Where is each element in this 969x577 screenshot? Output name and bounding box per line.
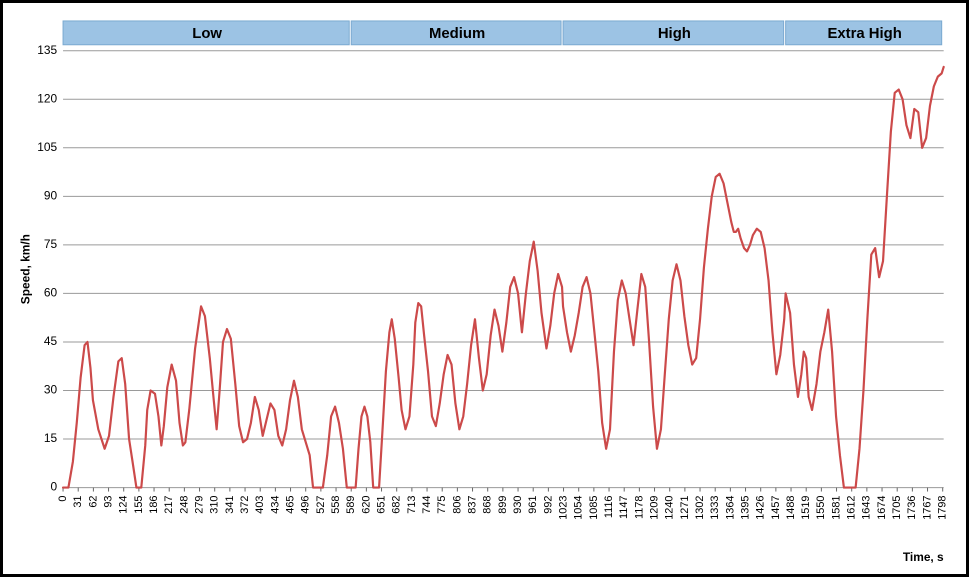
y-tick-label: 15 <box>44 431 58 445</box>
phase-label: Medium <box>429 26 485 42</box>
x-tick-label: 806 <box>451 496 463 514</box>
x-tick-label: 155 <box>133 496 145 514</box>
x-tick-label: 682 <box>391 496 403 514</box>
x-tick-label: 1488 <box>785 496 797 520</box>
y-tick-label: 60 <box>44 286 58 300</box>
speed-time-chart: Low Medium High Extra High 0 15 30 45 60 75 90 105 1… <box>15 13 954 566</box>
x-tick-label: 341 <box>224 496 236 514</box>
y-tick-label: 135 <box>37 43 57 57</box>
x-tick-label: 1519 <box>800 496 812 520</box>
phase-label: Low <box>192 26 222 42</box>
phase-label: High <box>658 26 691 42</box>
x-tick-label: 465 <box>284 496 296 514</box>
x-tick-label: 1302 <box>694 496 706 520</box>
x-tick-label: 961 <box>527 496 539 514</box>
y-axis-title: Speed, km/h <box>18 234 32 304</box>
x-tick-label: 0 <box>57 496 69 502</box>
x-tick-label: 1364 <box>724 496 736 520</box>
y-tick-label: 90 <box>44 188 58 202</box>
x-tick-label: 527 <box>315 496 327 514</box>
x-tick-label: 93 <box>102 496 114 508</box>
y-tick-label: 0 <box>50 480 57 494</box>
x-tick-label: 651 <box>375 496 387 514</box>
x-tick-label: 1271 <box>679 496 691 520</box>
x-tick-label: 837 <box>466 496 478 514</box>
x-tick-label: 1116 <box>603 496 615 519</box>
x-tick-label: 1736 <box>906 496 918 520</box>
x-tick-label: 186 <box>148 496 160 514</box>
x-tick-label: 713 <box>406 496 418 514</box>
x-tick-label: 403 <box>254 496 266 514</box>
x-tick-label: 372 <box>239 496 251 514</box>
x-tick-label: 589 <box>345 496 357 514</box>
y-tick-label: 105 <box>37 140 57 154</box>
x-tick-label: 1426 <box>755 496 767 520</box>
phase-label: Extra High <box>827 26 901 42</box>
x-tick-label: 1054 <box>573 496 585 520</box>
speed-line <box>63 67 944 488</box>
x-tick-label: 1085 <box>588 496 600 520</box>
x-axis-title: Time, s <box>903 550 944 564</box>
x-tick-label: 775 <box>436 496 448 514</box>
y-tick-label: 120 <box>37 91 57 105</box>
x-tick-label: 744 <box>421 496 433 514</box>
y-tick-label: 75 <box>44 237 58 251</box>
x-tick-label: 899 <box>497 496 509 514</box>
y-tick-label: 30 <box>44 383 58 397</box>
x-tick-label: 1457 <box>770 496 782 520</box>
x-tick-label: 1705 <box>891 496 903 520</box>
x-tick-label: 279 <box>193 496 205 514</box>
x-tick-label: 1209 <box>648 496 660 520</box>
x-tick-label: 1674 <box>876 496 888 520</box>
x-tick-label: 1581 <box>830 496 842 520</box>
x-tick-label: 1643 <box>861 496 873 520</box>
x-tick-label: 992 <box>542 496 554 514</box>
x-tick-label: 1023 <box>557 496 569 520</box>
x-tick-label: 1333 <box>709 496 721 520</box>
x-tick-label: 434 <box>269 496 281 514</box>
x-tick-label: 62 <box>87 496 99 508</box>
x-tick-label: 1767 <box>921 496 933 520</box>
x-tick-label: 620 <box>360 496 372 514</box>
x-tick-label: 31 <box>72 496 84 508</box>
x-tick-label: 1178 <box>633 496 645 519</box>
x-tick-label: 124 <box>118 496 130 514</box>
chart-frame: Low Medium High Extra High 0 15 30 45 60 75 90 105 1… <box>0 0 969 577</box>
x-tick-label: 1395 <box>739 496 751 520</box>
x-tick-label: 1798 <box>937 496 949 520</box>
x-tick-label: 496 <box>300 496 312 514</box>
x-tick-label: 1240 <box>664 496 676 520</box>
x-tick-label: 217 <box>163 496 175 514</box>
x-tick-label: 868 <box>482 496 494 514</box>
x-tick-label: 310 <box>209 496 221 514</box>
x-tick-label: 248 <box>178 496 190 514</box>
x-tick-label: 1612 <box>846 496 858 520</box>
y-tick-label: 45 <box>44 334 58 348</box>
x-tick-label: 558 <box>330 496 342 514</box>
x-tick-label: 930 <box>512 496 524 514</box>
x-tick-label: 1550 <box>815 496 827 520</box>
x-tick-label: 1147 <box>618 496 630 519</box>
